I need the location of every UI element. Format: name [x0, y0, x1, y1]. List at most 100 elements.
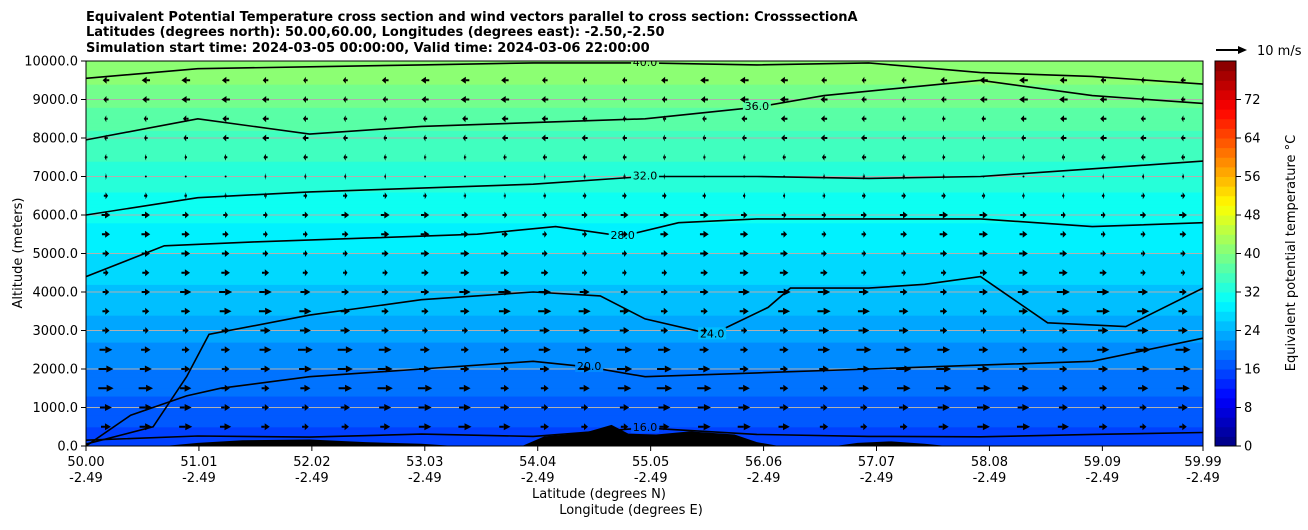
wind-vector-head [661, 96, 665, 103]
wind-vector-head [1102, 384, 1108, 392]
wind-vector-head [862, 307, 870, 315]
wind-vector-head [823, 192, 826, 200]
field-band [86, 122, 1203, 128]
wind-vector-head [1063, 192, 1065, 200]
wind-vector-head [1100, 76, 1104, 84]
colorbar-tick-label: 48 [1244, 209, 1261, 224]
colorbar-segment [1215, 397, 1236, 408]
wind-vector-head [261, 96, 267, 103]
wind-vector-head [1062, 230, 1067, 238]
field-band [86, 241, 1203, 247]
wind-vector-head [344, 192, 348, 200]
x-tick-label-lon: -2.49 [69, 471, 103, 486]
wind-vector-head [424, 230, 430, 238]
wind-vector-head [500, 96, 506, 103]
wind-vector-head [743, 307, 749, 315]
wind-vector-head [982, 153, 984, 161]
wind-vector-head [145, 250, 151, 257]
wind-vector-head [582, 115, 586, 123]
wind-vector-head [344, 423, 349, 431]
wind-vector-head [264, 404, 269, 411]
wind-vector-head [623, 230, 628, 238]
chart-title-line-1: Equivalent Potential Temperature cross s… [86, 10, 858, 25]
x-tick-label-lat: 59.09 [1084, 455, 1121, 470]
wind-vector-head [265, 192, 267, 200]
wind-vector-head [583, 288, 590, 296]
contour-24.0 [86, 275, 1203, 445]
wind-vector-head [823, 288, 831, 296]
wind-vector-head [462, 115, 466, 123]
wind-vector-head [1061, 153, 1064, 161]
x-tick-label-lat: 57.07 [858, 455, 895, 470]
wind-vector-head [503, 153, 506, 161]
field-band [86, 322, 1203, 328]
wind-vector-head [783, 423, 790, 431]
colorbar-segment [1215, 253, 1236, 264]
wind-vector-head [105, 288, 110, 296]
wind-vector-head [265, 230, 268, 238]
wind-vector-head [221, 76, 227, 84]
field-band [86, 411, 1203, 416]
wind-vector-head [663, 346, 671, 354]
wind-vector-head [225, 288, 233, 296]
wind-vector-head [1183, 346, 1191, 354]
quiver-key-arrowhead [1238, 46, 1247, 54]
wind-vector-head [464, 211, 469, 219]
wind-vector-head [702, 134, 705, 142]
wind-vector-head [343, 153, 346, 161]
wind-vector-head [779, 96, 785, 103]
wind-vector-head [903, 211, 908, 219]
wind-vector-head [582, 76, 586, 84]
colorbar-segment [1215, 89, 1236, 100]
wind-vector-head [1182, 423, 1187, 431]
wind-vector-head [184, 230, 190, 238]
field-band [86, 238, 1203, 243]
wind-vector-head [661, 76, 666, 84]
wind-vector-head [820, 115, 825, 123]
wind-vector-head [104, 404, 112, 411]
wind-vector-head [423, 153, 426, 161]
wind-vector-head [384, 211, 390, 219]
x-tick-label-lon: -2.49 [634, 471, 668, 486]
colorbar-segment [1215, 359, 1236, 370]
wind-vector-head [864, 346, 872, 354]
wind-vector-head [743, 192, 746, 200]
wind-vector-head [783, 346, 789, 354]
wind-vector-head [221, 96, 227, 103]
wind-vector-head [504, 192, 506, 200]
field-band [86, 257, 1203, 262]
field-band [86, 103, 1203, 108]
wind-vector-head [739, 96, 746, 103]
colorbar-segment [1215, 292, 1236, 303]
wind-vector-head [624, 250, 628, 257]
wind-vector-head [981, 134, 984, 142]
x-tick-label-lon: -2.49 [295, 471, 329, 486]
field-band [86, 388, 1203, 393]
wind-vector-head [821, 153, 825, 161]
wind-vector [783, 175, 786, 178]
wind-vector-head [424, 404, 432, 411]
colorbar-segment [1215, 426, 1236, 437]
wind-vector-head [304, 211, 309, 219]
wind-vector-head [144, 230, 151, 238]
wind-vector-head [982, 250, 988, 257]
wind-vector-head [663, 423, 670, 431]
wind-vector-head [783, 230, 788, 238]
wind-vector-head [181, 96, 187, 103]
y-axis-label: Altitude (meters) [11, 198, 26, 309]
wind-vector-head [823, 211, 827, 219]
wind-vector-head [663, 404, 671, 411]
wind-vector-head [823, 404, 828, 411]
wind-vector-head [1142, 365, 1150, 373]
wind-vector-head [383, 115, 386, 123]
wind-vector-head [1059, 76, 1065, 84]
wind-vector-head [543, 365, 550, 373]
wind-vector-head [543, 327, 550, 334]
wind-vector-head [1022, 346, 1028, 354]
field-band [86, 253, 1203, 258]
wind-vector-head [663, 230, 669, 238]
wind-vector-head [384, 423, 391, 431]
wind-vector-head [584, 250, 587, 257]
wind-vector-head [1022, 307, 1029, 315]
wind-vector-head [304, 423, 309, 431]
